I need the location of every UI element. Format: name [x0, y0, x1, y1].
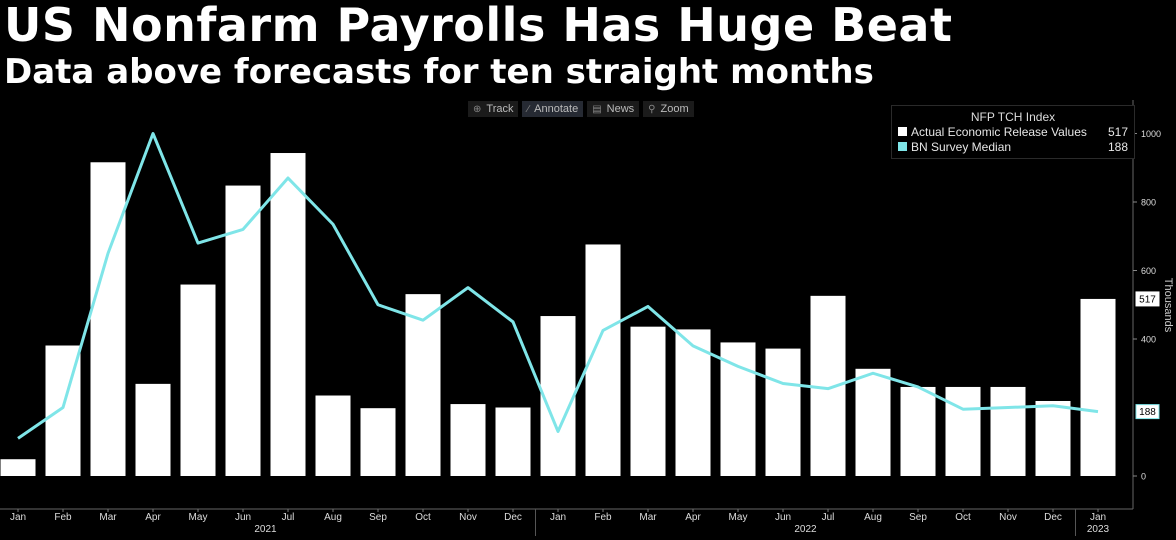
bar-22: [990, 386, 1026, 476]
annotate-button[interactable]: ∕ Annotate: [522, 101, 584, 117]
x-tick-label-14: Mar: [639, 512, 657, 523]
year-label-2: 2023: [1087, 524, 1110, 535]
bar-2: [90, 162, 126, 476]
bar-12: [540, 316, 576, 476]
bar-21: [945, 386, 981, 476]
bar-10: [450, 404, 486, 476]
x-tick-label-18: Jul: [822, 512, 835, 523]
legend-swatch-actual: [898, 127, 907, 136]
legend-value-survey: 188: [1107, 139, 1128, 154]
x-tick-label-19: Aug: [864, 512, 882, 523]
crosshair-icon: ⊕: [473, 103, 482, 115]
x-tick-label-17: Jun: [775, 512, 791, 523]
annotate-label: Annotate: [534, 103, 579, 115]
x-tick-label-9: Oct: [415, 512, 431, 523]
last-value-label-1: 188: [1139, 407, 1156, 418]
legend-entry-actual: Actual Economic Release Values 517: [892, 124, 1134, 139]
x-tick-label-12: Jan: [550, 512, 566, 523]
news-icon: ▤: [592, 103, 602, 115]
bar-15: [675, 329, 711, 476]
magnifier-icon: ⚲: [648, 103, 656, 115]
last-value-box-1: [1135, 404, 1160, 420]
chart-title: US Nonfarm Payrolls Has Huge Beat: [4, 0, 953, 52]
chart-toolbar: ⊕ Track ∕ Annotate ▤ News ⚲ Zoom: [468, 101, 694, 117]
pencil-icon: ∕: [527, 103, 530, 115]
year-label-0: 2021: [254, 524, 277, 535]
track-button[interactable]: ⊕ Track: [468, 101, 519, 117]
legend-entry-survey: BN Survey Median 188: [892, 139, 1134, 154]
bar-19: [855, 368, 891, 476]
last-value-label-0: 517: [1139, 294, 1156, 305]
bar-8: [360, 408, 396, 476]
x-tick-label-1: Feb: [54, 512, 72, 523]
x-tick-label-11: Dec: [504, 512, 522, 523]
x-tick-label-21: Oct: [955, 512, 971, 523]
x-tick-label-2: Mar: [99, 512, 117, 523]
y-tick-label-4: 800: [1141, 198, 1156, 208]
legend-swatch-survey: [898, 142, 907, 151]
y-tick-label-3: 600: [1141, 266, 1156, 276]
zoom-label: Zoom: [660, 103, 689, 115]
x-tick-label-0: Jan: [10, 512, 26, 523]
x-tick-label-10: Nov: [459, 512, 477, 523]
x-tick-label-22: Nov: [999, 512, 1017, 523]
x-tick-label-5: Jun: [235, 512, 251, 523]
zoom-button[interactable]: ⚲ Zoom: [643, 101, 694, 117]
x-tick-label-24: Jan: [1090, 512, 1106, 523]
legend-title: NFP TCH Index: [970, 110, 1056, 124]
x-tick-label-3: Apr: [145, 512, 161, 523]
legend-value-actual: 517: [1107, 124, 1128, 139]
line-series: [17, 132, 1099, 440]
bar-3: [135, 383, 171, 476]
y-axis: 0 400 600 800 1000 Thousands 517 188: [1132, 100, 1174, 509]
bar-17: [765, 348, 801, 476]
news-button[interactable]: ▤ News: [587, 101, 640, 117]
last-value-box-0: [1135, 291, 1160, 307]
x-tick-label-6: Jul: [282, 512, 295, 523]
legend-name-actual: Actual Economic Release Values: [911, 124, 1087, 139]
x-axis: Jan Feb Mar Apr May Jun Jul Aug Sep Oct Nov Dec Jan F…: [0, 508, 1133, 536]
y-tick-label-0: 0: [1141, 472, 1146, 482]
bar-20: [900, 386, 936, 476]
chart-legend: NFP TCH Index Actual Economic Release Va…: [891, 105, 1135, 159]
bar-9: [405, 294, 441, 476]
x-tick-label-20: Sep: [909, 512, 927, 523]
y-tick-label-5: 1000: [1141, 129, 1161, 139]
bar-11: [495, 407, 531, 476]
bar-7: [315, 395, 351, 476]
bar-16: [720, 342, 756, 476]
year-label-1: 2022: [794, 524, 817, 535]
x-tick-label-8: Sep: [369, 512, 387, 523]
bar-14: [630, 326, 666, 476]
y-axis-label: Thousands: [1162, 278, 1174, 333]
y-tick-label-2: 400: [1141, 335, 1156, 345]
news-label: News: [606, 103, 635, 115]
bar-24: [1080, 298, 1116, 476]
x-tick-label-15: Apr: [685, 512, 701, 523]
chart-subtitle: Data above forecasts for ten straight mo…: [4, 52, 874, 92]
x-tick-label-13: Feb: [594, 512, 612, 523]
bar-0: [0, 459, 36, 476]
bar-6: [270, 153, 306, 476]
x-tick-label-16: May: [729, 512, 748, 523]
x-tick-label-23: Dec: [1044, 512, 1062, 523]
legend-name-survey: BN Survey Median: [911, 139, 1012, 154]
bar-4: [180, 284, 216, 476]
track-label: Track: [486, 103, 514, 115]
x-tick-label-7: Aug: [324, 512, 342, 523]
bar-23: [1035, 400, 1071, 476]
x-tick-label-4: May: [189, 512, 208, 523]
